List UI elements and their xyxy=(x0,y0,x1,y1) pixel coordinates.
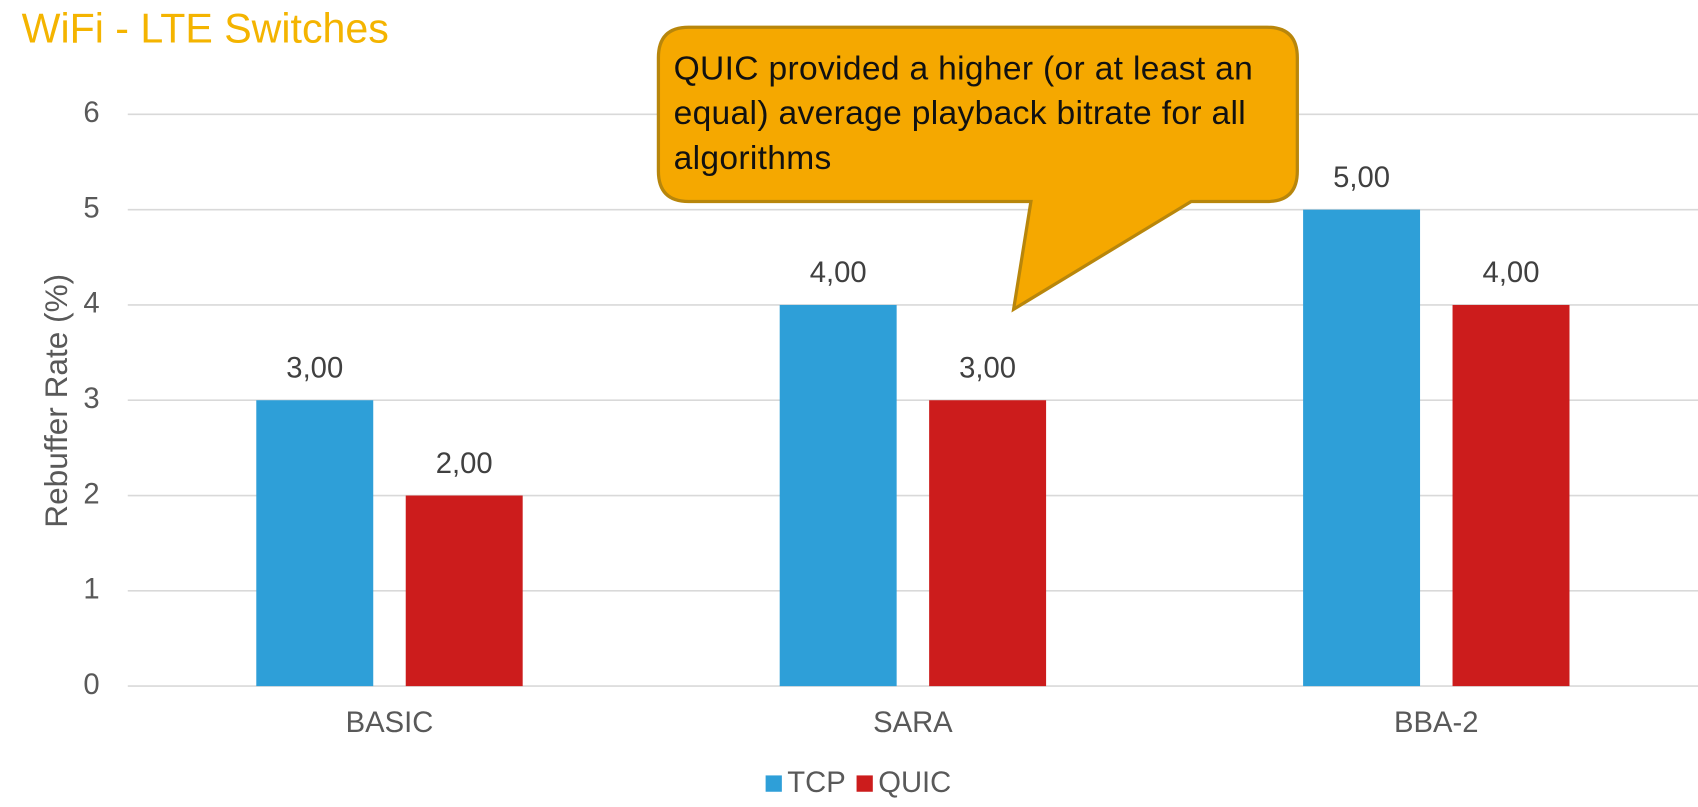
legend-label: QUIC xyxy=(878,766,951,799)
y-tick-label: 6 xyxy=(83,96,99,129)
value-label: 3,00 xyxy=(959,351,1016,384)
legend-swatch xyxy=(856,775,873,792)
value-label: 4,00 xyxy=(810,256,867,289)
value-label: 4,00 xyxy=(1483,256,1540,289)
bar xyxy=(929,400,1047,687)
y-tick-label: 0 xyxy=(83,668,99,701)
value-label: 3,00 xyxy=(286,351,343,384)
legend-swatch xyxy=(765,775,782,792)
bar xyxy=(779,304,897,687)
y-tick-label: 2 xyxy=(83,477,99,510)
value-label: 2,00 xyxy=(436,447,493,480)
legend-label: TCP xyxy=(787,766,845,799)
callout-shape xyxy=(656,25,1299,313)
bar xyxy=(1452,304,1570,687)
y-axis-label: Rebuffer Rate (%) xyxy=(38,274,74,528)
value-label: 5,00 xyxy=(1333,161,1390,194)
bar xyxy=(1303,209,1421,687)
y-tick-label: 4 xyxy=(83,287,99,320)
bar xyxy=(405,495,523,687)
x-tick-label: SARA xyxy=(873,706,953,739)
y-tick-label: 1 xyxy=(83,573,99,606)
y-tick-label: 5 xyxy=(83,191,99,224)
y-tick-label: 3 xyxy=(83,382,99,415)
chart-title: WiFi - LTE Switches xyxy=(22,5,389,51)
bar xyxy=(256,400,374,687)
x-tick-label: BBA-2 xyxy=(1394,706,1478,739)
x-tick-label: BASIC xyxy=(346,706,434,739)
callout-text: QUIC provided a higher (or at least an e… xyxy=(673,49,1254,177)
callout-box: QUIC provided a higher (or at least an e… xyxy=(673,49,1254,177)
